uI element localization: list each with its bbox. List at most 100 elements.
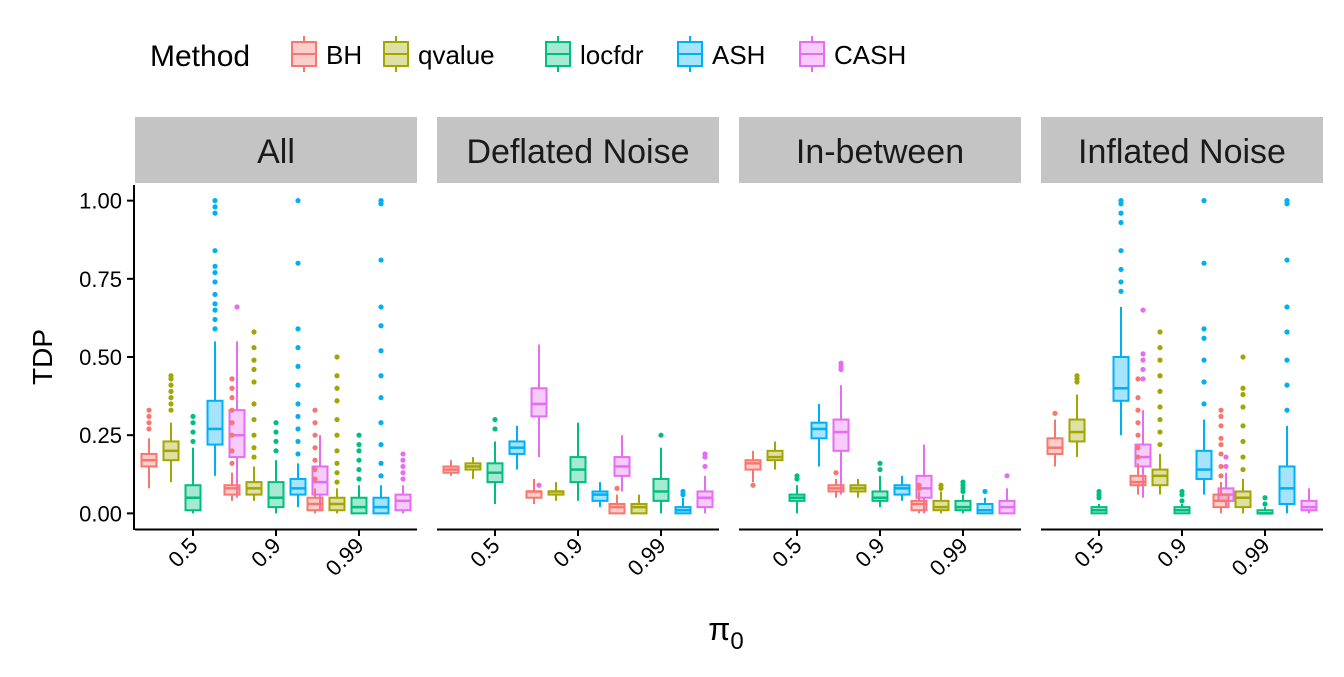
box-body	[591, 490, 609, 502]
box-outlier	[1240, 354, 1246, 360]
x-tick-label: 0.99	[1227, 533, 1275, 581]
box-body	[1112, 356, 1130, 402]
box-outlier	[312, 407, 318, 413]
legend: Method BH qvalue locfdr ASH CASH	[150, 36, 906, 73]
box-ash	[206, 198, 224, 476]
box-outlier	[702, 463, 708, 470]
panel-strip	[1041, 117, 1323, 183]
box-outlier	[312, 420, 318, 426]
box-locfdr	[954, 479, 972, 514]
box-outlier	[1218, 423, 1224, 429]
box-qvalue	[932, 482, 950, 514]
box-body	[871, 490, 889, 502]
panel-title: Deflated Noise	[466, 133, 689, 171]
box-outlier	[334, 470, 340, 476]
legend-label: CASH	[834, 40, 906, 70]
y-tick-label: 1.00	[79, 189, 122, 214]
box-ash	[591, 482, 609, 508]
box-bh	[827, 470, 845, 498]
box-outlier	[1218, 413, 1224, 420]
box-outlier	[212, 198, 218, 204]
box-locfdr	[486, 416, 504, 504]
box-outlier	[295, 438, 301, 445]
box-ash	[289, 198, 307, 508]
box-body	[1046, 437, 1064, 455]
box-outlier	[1118, 288, 1124, 294]
box-body	[608, 502, 626, 515]
box-body	[652, 477, 670, 502]
panel-title: Inflated Noise	[1078, 133, 1286, 171]
box-ash	[976, 488, 994, 515]
box-outlier	[146, 426, 152, 432]
box-outlier	[168, 388, 174, 394]
box-cash	[613, 435, 631, 492]
box-body	[810, 421, 828, 440]
box-locfdr	[1173, 488, 1191, 515]
x-axis-title-subscript: 0	[730, 628, 743, 655]
box-outlier	[295, 363, 301, 369]
box-outlier	[168, 395, 174, 401]
y-tick-label: 0.25	[79, 423, 122, 448]
box-outlier	[356, 432, 362, 438]
box-outlier	[356, 466, 362, 473]
box-outlier	[1240, 438, 1246, 445]
box-outlier	[1240, 423, 1246, 429]
legend-label: ASH	[712, 40, 765, 70]
panel-in-between: In-between 0.5 0.9 0.99	[739, 117, 1021, 581]
box-body	[1278, 465, 1296, 505]
box-locfdr	[1090, 488, 1108, 515]
box-outlier	[536, 482, 542, 488]
box-bh	[1212, 407, 1230, 514]
box-outlier	[295, 382, 301, 388]
box-outlier	[168, 382, 174, 388]
box-outlier	[1157, 373, 1163, 379]
box-body	[976, 502, 994, 515]
box-cash	[998, 473, 1016, 515]
panel-strip	[437, 117, 719, 183]
box-outlier	[146, 420, 152, 426]
box-outlier	[312, 476, 318, 482]
box-qvalue	[849, 478, 867, 498]
box-outlier	[1201, 357, 1207, 363]
x-tick-label: 0.99	[321, 533, 369, 581]
box-outlier	[400, 451, 406, 457]
box-outlier	[229, 420, 235, 426]
legend-title: Method	[150, 40, 250, 73]
box-outlier	[1223, 454, 1229, 460]
box-outlier	[312, 457, 318, 463]
box-bh	[525, 478, 543, 504]
box-outlier	[356, 441, 362, 448]
box-outlier	[838, 360, 844, 366]
panel-title: In-between	[796, 133, 964, 171]
x-tick-label: 0.5	[465, 533, 504, 572]
box-outlier	[251, 432, 257, 438]
box-outlier	[938, 482, 944, 488]
box-outlier	[1240, 391, 1246, 398]
box-bh	[1129, 376, 1147, 495]
box-outlier	[251, 329, 257, 335]
panel-strip	[135, 117, 417, 183]
box-outlier	[658, 432, 664, 438]
box-outlier	[229, 432, 235, 438]
box-outlier	[1118, 279, 1124, 285]
box-outlier	[1240, 454, 1246, 460]
box-outlier	[312, 466, 318, 473]
box-locfdr	[267, 420, 285, 514]
box-outlier	[378, 257, 384, 263]
box-outlier	[1135, 395, 1141, 401]
x-axis-title: π0	[708, 611, 743, 655]
box-qvalue	[1068, 373, 1086, 458]
box-outlier	[251, 401, 257, 407]
box-outlier	[492, 416, 498, 423]
box-cash	[832, 360, 850, 495]
box-body	[954, 499, 972, 512]
box-outlier	[212, 248, 218, 254]
box-outlier	[1118, 198, 1124, 204]
box-outlier	[1201, 260, 1207, 266]
box-body	[206, 399, 224, 446]
box-qvalue	[162, 373, 180, 483]
box-outlier	[614, 485, 620, 491]
box-outlier	[378, 348, 384, 354]
box-outlier	[492, 426, 498, 432]
